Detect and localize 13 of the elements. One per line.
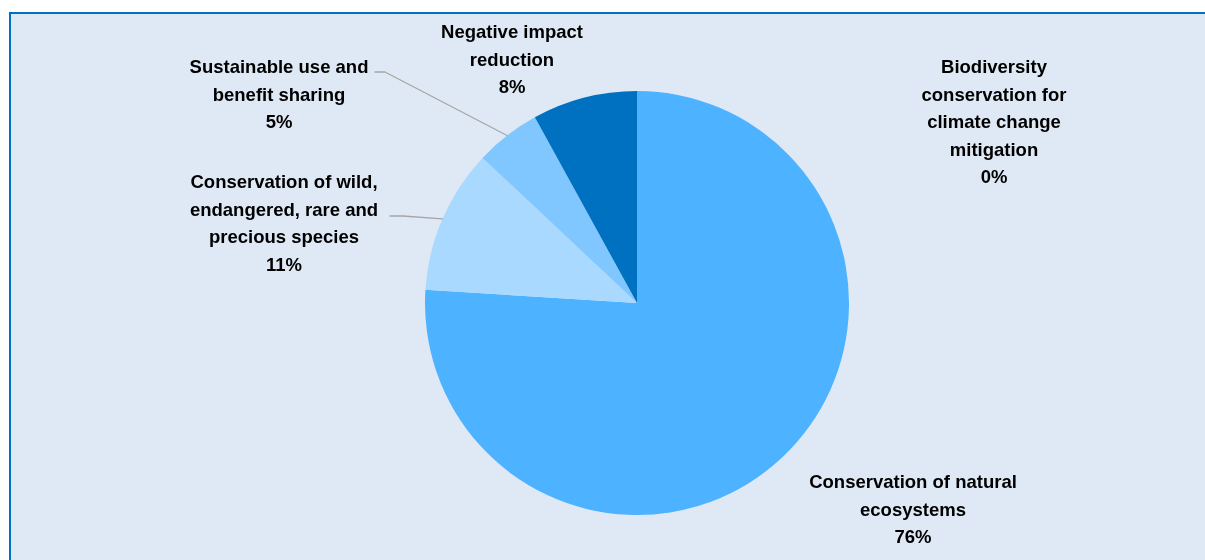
data-label: 11%: [265, 253, 303, 275]
slice-label: Sustainable use and benefit sharing: [189, 56, 369, 105]
data-label: 8%: [498, 76, 526, 97]
pie-slice: [534, 91, 637, 303]
pie-slice: [482, 117, 637, 303]
text: 0%: [980, 166, 1008, 187]
slice-label: Conservation of wild, endangered, rare and precious species: [189, 171, 379, 247]
category-label: Biodiversity conservation for climate change mitigation: [921, 56, 1067, 160]
data-label: 5%: [265, 111, 293, 132]
slice-label: Conservation of natural ecosystems: [809, 471, 1017, 520]
pie-slice: [425, 157, 637, 303]
data-label: 76%: [894, 526, 932, 547]
slice-label: Negative impact reduction: [441, 21, 583, 70]
